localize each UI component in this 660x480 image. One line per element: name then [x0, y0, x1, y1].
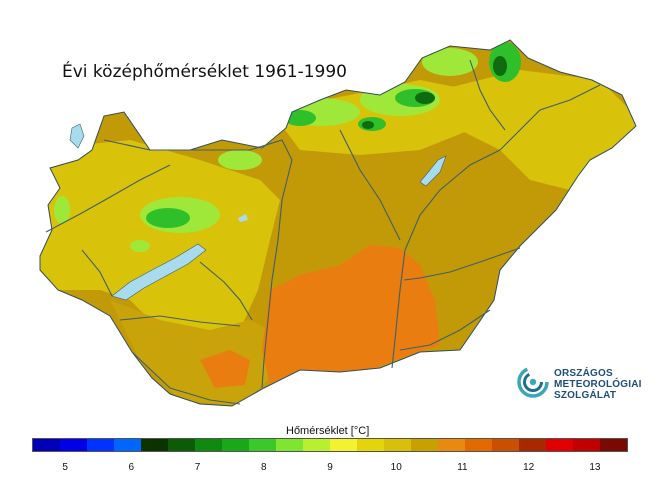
river-kapos	[119, 315, 241, 327]
legend-swatch-9	[276, 439, 303, 451]
logo-line-2: METEOROLÓGIAI	[554, 379, 642, 390]
legend-tick-label: 10	[390, 462, 402, 473]
country-border	[39, 39, 637, 407]
river-zala	[81, 249, 113, 297]
river-danube	[103, 139, 293, 389]
legend-tick-label: 5	[62, 462, 68, 473]
legend-title: Hőmérséklet [°C]	[286, 425, 370, 437]
legend-tick-label: 11	[457, 462, 468, 473]
river-drava	[131, 351, 241, 405]
legend-swatch-21	[600, 439, 627, 451]
legend-swatch-16	[465, 439, 492, 451]
logo-line-3: SZOLGÁLAT	[554, 390, 617, 401]
rivers	[45, 59, 601, 405]
omsz-swirl-icon	[517, 366, 549, 398]
west-hills-region	[40, 140, 280, 340]
river-raba	[45, 164, 171, 233]
legend-swatch-10	[303, 439, 330, 451]
legend-swatch-15	[438, 439, 465, 451]
legend-tick-label: 9	[327, 462, 333, 473]
map-title: Évi középhőmérséklet 1961-1990	[62, 62, 347, 82]
mountain-areas	[54, 42, 521, 252]
river-tisza	[391, 84, 601, 369]
lake-balaton	[111, 243, 207, 301]
warm-plain-region	[262, 245, 440, 385]
legend-swatch-20	[573, 439, 600, 451]
legend-swatch-13	[384, 439, 411, 451]
warm-plain-patch	[200, 350, 250, 388]
legend-swatch-4	[141, 439, 168, 451]
legend-colorbar	[32, 438, 628, 452]
legend-swatch-6	[195, 439, 222, 451]
legend-swatch-19	[546, 439, 573, 451]
river-koros	[403, 247, 521, 281]
legend-swatch-17	[492, 439, 519, 451]
legend-swatch-0	[33, 439, 60, 451]
logo-line-1: ORSZÁGOS	[554, 368, 613, 379]
legend-swatch-12	[357, 439, 384, 451]
legend-tick-label: 8	[260, 462, 267, 473]
legend-swatch-7	[222, 439, 249, 451]
lake-neusiedl	[69, 123, 85, 149]
river-sio	[199, 261, 253, 321]
lake-velence	[238, 214, 248, 222]
legend-swatch-3	[114, 439, 141, 451]
legend-tick-label: 13	[589, 462, 601, 473]
omsz-logo: ORSZÁGOS METEOROLÓGIAI SZOLGÁLAT	[516, 362, 656, 412]
legend-swatch-2	[87, 439, 114, 451]
legend-tick-label: 7	[194, 462, 201, 473]
river-maros	[399, 309, 491, 351]
legend-tick-label: 6	[128, 462, 135, 473]
legend-swatch-1	[60, 439, 87, 451]
lake-tisza	[419, 155, 447, 187]
legend-swatch-8	[249, 439, 276, 451]
river-zagyva	[339, 129, 401, 241]
river-sajo	[469, 59, 506, 131]
legend-swatch-11	[330, 439, 357, 451]
legend-tick-label: 12	[523, 462, 535, 473]
legend-swatch-18	[519, 439, 546, 451]
omsz-logo-text: ORSZÁGOS METEOROLÓGIAI SZOLGÁLAT	[554, 368, 642, 401]
legend-swatch-5	[168, 439, 195, 451]
legend-swatch-14	[411, 439, 438, 451]
legend-ticks: 5 6 7 8 9 10 11 12 13	[32, 462, 628, 476]
